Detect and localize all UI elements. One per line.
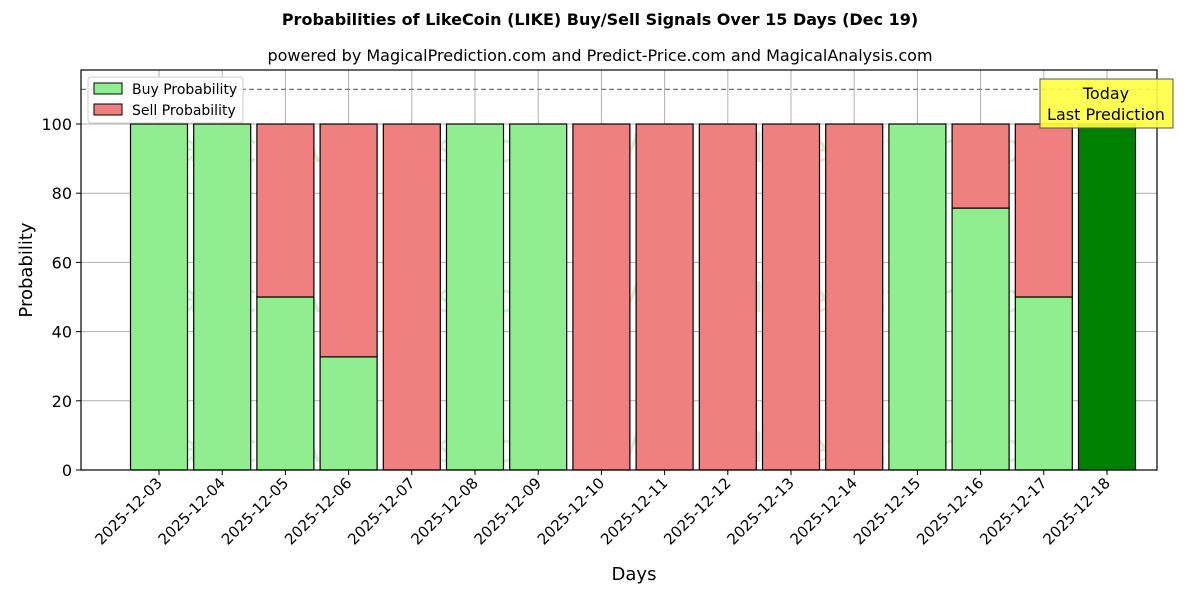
y-tick-label: 80: [52, 184, 72, 203]
legend-swatch-sell: [93, 103, 123, 116]
bar-buy: [888, 123, 947, 471]
svg-text:Today: Today: [1082, 84, 1129, 103]
bar-sell: [1014, 123, 1073, 298]
y-tick-label: 0: [62, 461, 72, 480]
legend-swatch-buy: [93, 82, 123, 95]
x-tick-label: 2025-12-06: [281, 474, 355, 548]
bar-sell: [256, 123, 315, 298]
chart-title: Probabilities of LikeCoin (LIKE) Buy/Sel…: [281, 10, 919, 29]
chart-subtitle: powered by MagicalPrediction.com and Pre…: [267, 46, 933, 65]
x-tick-label: 2025-12-04: [155, 474, 229, 548]
x-tick-label: 2025-12-17: [976, 474, 1050, 548]
bar-buy: [1014, 296, 1073, 471]
x-tick-label: 2025-12-18: [1039, 474, 1113, 548]
svg-text:Last Prediction: Last Prediction: [1047, 105, 1165, 124]
plot-frame: [80, 69, 1158, 471]
bar-sell: [698, 123, 757, 471]
legend-label-buy: Buy Probability: [132, 82, 237, 98]
x-tick-label: 2025-12-03: [91, 474, 165, 548]
bar-sell: [761, 123, 821, 471]
x-tick-label: 2025-12-14: [787, 474, 861, 548]
bar-buy: [951, 207, 1010, 471]
bar-buy: [319, 356, 378, 471]
x-tick-label: 2025-12-05: [218, 474, 292, 548]
x-tick-label: 2025-12-11: [597, 474, 671, 548]
bar-sell: [951, 123, 1010, 209]
bar-sell: [635, 123, 694, 471]
bar-sell: [572, 123, 631, 471]
y-tick-label: 20: [52, 392, 72, 411]
x-axis-label: Days: [612, 564, 657, 585]
y-axis-label: Probability: [16, 222, 37, 317]
x-tick-label: 2025-12-13: [723, 474, 797, 548]
y-tick-label: 100: [41, 115, 72, 134]
x-tick-label: 2025-12-09: [471, 474, 545, 548]
bar-sell: [319, 123, 378, 358]
bar-sell: [825, 123, 884, 471]
x-tick-label: 2025-12-10: [534, 474, 608, 548]
bar-sell: [382, 123, 441, 471]
x-tick-label: 2025-12-16: [913, 474, 987, 548]
x-tick-label: 2025-12-07: [344, 474, 418, 548]
y-tick-label: 40: [52, 323, 72, 342]
bar-buy: [445, 123, 505, 471]
bar-buy: [256, 296, 315, 471]
bar-buy: [129, 123, 189, 471]
bar-buy: [193, 123, 252, 471]
x-tick-label: 2025-12-12: [660, 474, 734, 548]
legend-label-sell: Sell Probability: [132, 103, 236, 119]
y-tick-label: 60: [52, 253, 72, 272]
bar-buy: [509, 123, 568, 471]
today-annotation: Today Last Prediction: [1039, 78, 1174, 129]
x-tick-label: 2025-12-15: [850, 474, 924, 548]
x-tick-label: 2025-12-08: [407, 474, 481, 548]
bar-buy: [1077, 123, 1137, 471]
legend: Buy Probability Sell Probability: [87, 76, 244, 124]
